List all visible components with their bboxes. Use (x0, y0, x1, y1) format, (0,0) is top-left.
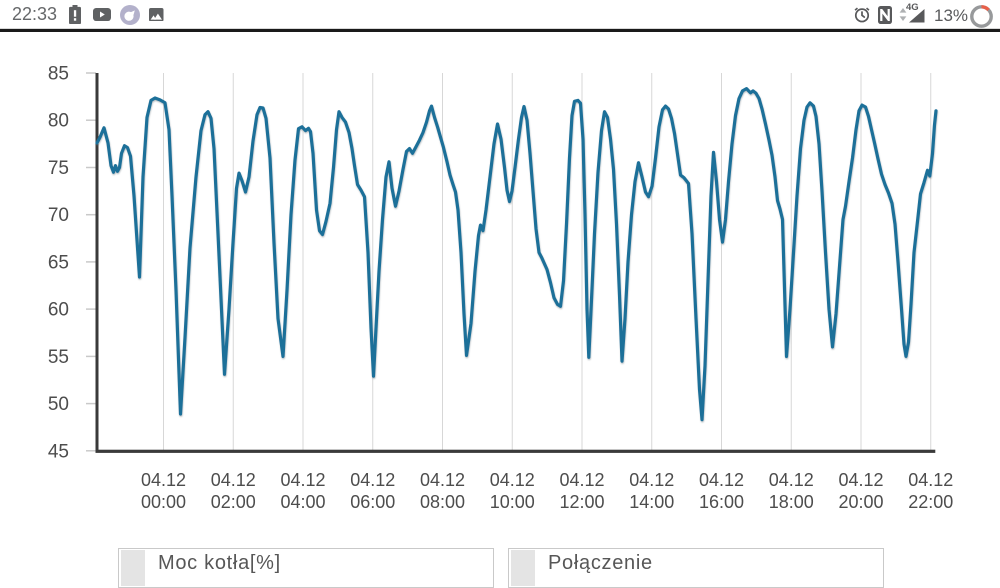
svg-text:20:00: 20:00 (838, 492, 883, 512)
svg-text:04.12: 04.12 (490, 470, 535, 490)
svg-text:14:00: 14:00 (629, 492, 674, 512)
svg-text:80: 80 (48, 111, 69, 132)
svg-text:04.12: 04.12 (559, 470, 604, 490)
svg-text:18:00: 18:00 (769, 492, 814, 512)
svg-text:45: 45 (48, 441, 69, 462)
svg-text:04.12: 04.12 (629, 470, 674, 490)
svg-text:04.12: 04.12 (211, 470, 256, 490)
svg-text:22:00: 22:00 (908, 492, 953, 512)
svg-text:85: 85 (48, 64, 69, 85)
svg-text:04.12: 04.12 (280, 470, 325, 490)
svg-text:06:00: 06:00 (350, 492, 395, 512)
svg-text:04.12: 04.12 (699, 470, 744, 490)
svg-text:50: 50 (48, 394, 69, 415)
svg-text:04.12: 04.12 (838, 470, 883, 490)
svg-text:16:00: 16:00 (699, 492, 744, 512)
svg-text:04.12: 04.12 (769, 470, 814, 490)
svg-text:65: 65 (48, 252, 69, 273)
svg-text:04:00: 04:00 (280, 492, 325, 512)
svg-text:04.12: 04.12 (420, 470, 465, 490)
svg-text:02:00: 02:00 (211, 492, 256, 512)
svg-text:10:00: 10:00 (490, 492, 535, 512)
svg-text:75: 75 (48, 158, 69, 179)
svg-text:60: 60 (48, 300, 69, 321)
svg-text:00:00: 00:00 (141, 492, 186, 512)
svg-text:55: 55 (48, 347, 69, 368)
svg-text:04.12: 04.12 (908, 470, 953, 490)
svg-text:70: 70 (48, 205, 69, 226)
svg-text:04.12: 04.12 (350, 470, 395, 490)
svg-text:08:00: 08:00 (420, 492, 465, 512)
svg-text:12:00: 12:00 (559, 492, 604, 512)
svg-text:04.12: 04.12 (141, 470, 186, 490)
